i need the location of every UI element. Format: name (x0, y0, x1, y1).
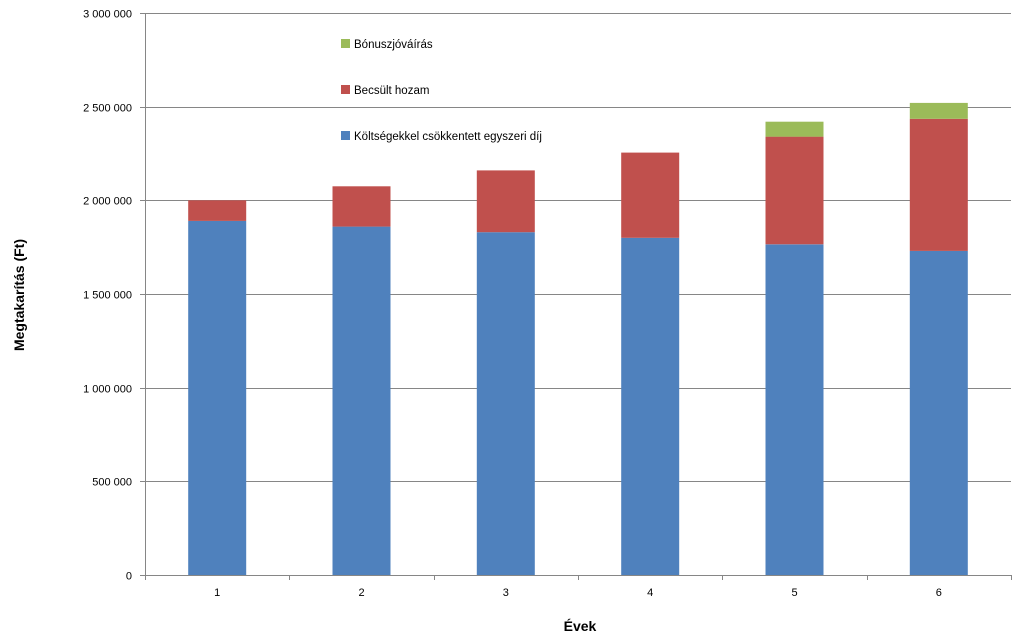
legend-swatch (341, 39, 350, 48)
bar-segment-series-1-category-2 (332, 186, 391, 227)
bar-segment-series-0-category-4 (621, 237, 680, 576)
bar-segment-series-0-category-2 (332, 226, 391, 575)
legend-label: Költségekkel csökkentett egyszeri díj (354, 131, 542, 143)
y-tick-label: 1 000 000 (83, 384, 132, 396)
x-axis-title: Évek (564, 618, 597, 634)
bar-segment-series-1-category-6 (909, 118, 968, 251)
bar-segment-series-0-category-5 (765, 244, 824, 575)
bar-segment-series-1-category-1 (188, 200, 247, 221)
legend-label: Becsült hozam (354, 85, 429, 97)
legend-label: Bónuszjóváírás (354, 39, 433, 51)
axes (140, 13, 1012, 580)
bar-segment-series-1-category-5 (765, 136, 824, 245)
bar-segment-series-0-category-1 (188, 220, 247, 575)
bar-segment-series-0-category-3 (476, 232, 535, 575)
gridlines (145, 13, 1011, 482)
y-tick-label: 3 000 000 (83, 9, 132, 21)
x-tick-label: 2 (358, 587, 364, 599)
y-tick-label: 0 (126, 571, 132, 583)
legend: Bónuszjóváírás Becsült hozam Költségekkel … (341, 39, 542, 143)
y-axis-title: Megtakarítás (Ft) (11, 239, 27, 351)
y-tick-label: 2 000 000 (83, 196, 132, 208)
bars (188, 102, 968, 576)
bar-segment-series-1-category-4 (621, 152, 680, 238)
bar-segment-series-2-category-5 (765, 121, 824, 137)
y-tick-label: 500 000 (92, 477, 132, 489)
bar-segment-series-2-category-6 (909, 102, 968, 119)
legend-swatch (341, 85, 350, 94)
y-tick-label: 2 500 000 (83, 103, 132, 115)
bar-segment-series-0-category-6 (909, 250, 968, 575)
x-tick-label: 4 (647, 587, 653, 599)
bar-segment-series-1-category-3 (476, 170, 535, 233)
x-tick-label: 1 (214, 587, 220, 599)
x-tick-label: 5 (791, 587, 797, 599)
x-tick-label: 3 (503, 587, 509, 599)
y-tick-label: 1 500 000 (83, 290, 132, 302)
x-tick-label: 6 (936, 587, 942, 599)
y-tick-labels: 0 500 000 1 000 000 1 500 000 2 000 000 2 500… (83, 9, 132, 583)
legend-swatch (341, 131, 350, 140)
x-tick-labels: 1 2 3 4 5 6 (214, 587, 942, 599)
